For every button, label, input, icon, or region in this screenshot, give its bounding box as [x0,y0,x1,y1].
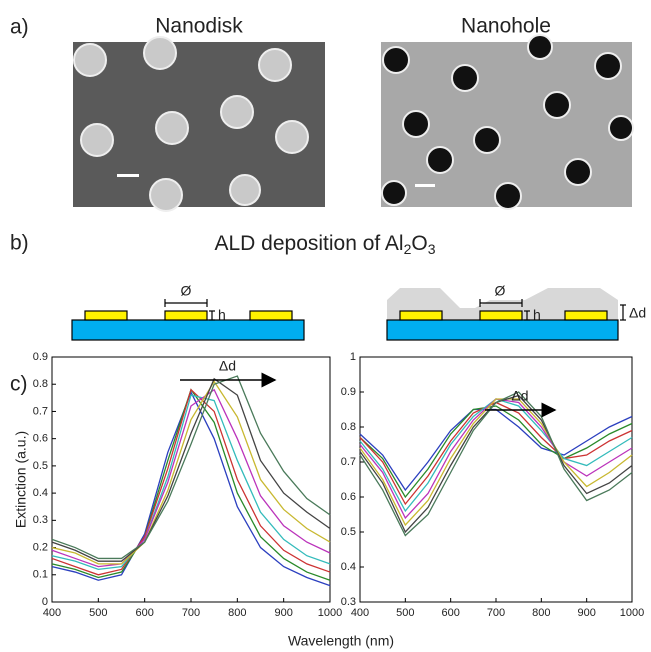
y-tick-label: 0.3 [33,514,48,526]
diameter-label: Ø [495,283,506,299]
series-line [52,376,330,558]
schematic-title: ALD deposition of Al2O3 [214,232,435,257]
series-line [360,392,632,536]
x-axis-label: Wavelength (nm) [288,633,394,649]
plot-frame [360,357,632,602]
schematic-right [387,288,626,340]
schematic-left [72,299,304,340]
x-tick-label: 800 [532,607,550,619]
y-tick-label: 1 [350,351,356,363]
x-tick-label: 400 [351,607,369,619]
series-line [360,399,632,511]
figure: a) Nanodisk Nanohole b) ALD deposition o… [0,0,651,652]
y-axis-label: Extinction (a.u.) [13,431,29,528]
thickness-label: Δd [629,305,646,321]
image-title: Nanodisk [155,15,243,38]
x-tick-label: 400 [43,607,61,619]
x-tick-label: 500 [396,607,414,619]
x-tick-label: 600 [135,607,153,619]
series-line [52,390,330,581]
panel-label: c) [10,373,28,396]
x-tick-label: 700 [182,607,200,619]
sem-nanodisk [73,37,325,211]
y-tick-label: 0.5 [33,460,48,472]
sem-nanohole [381,35,633,209]
y-tick-label: 0.5 [341,526,356,538]
x-tick-label: 800 [228,607,246,619]
y-tick-label: 0.1 [33,569,48,581]
x-tick-label: 1000 [318,607,342,619]
series-line [52,382,330,564]
y-tick-label: 0.9 [33,351,48,363]
series-line [52,390,330,575]
y-tick-label: 0.7 [341,456,356,468]
x-tick-label: 500 [89,607,107,619]
series-line [52,390,330,567]
x-tick-label: 900 [274,607,292,619]
y-tick-label: 0.8 [341,421,356,433]
y-tick-label: 0.7 [33,405,48,417]
x-tick-label: 1000 [620,607,644,619]
y-tick-label: 0.6 [33,433,48,445]
height-label: h [533,307,541,323]
annotation: Δd [219,358,236,374]
x-tick-label: 600 [441,607,459,619]
annotation: Δd [511,388,528,404]
series-line [360,396,632,533]
x-tick-label: 900 [577,607,595,619]
panel-label: b) [10,232,29,255]
y-tick-label: 0.9 [341,386,356,398]
y-tick-label: 0.8 [33,378,48,390]
series-line [360,410,632,491]
panel-label: a) [10,16,29,39]
height-label: h [218,307,226,323]
series-line [360,399,632,518]
y-tick-label: 0.2 [33,541,48,553]
image-title: Nanohole [461,15,551,38]
x-tick-label: 700 [487,607,505,619]
y-tick-label: 0.4 [33,487,48,499]
diameter-label: Ø [181,283,192,299]
y-tick-label: 0.6 [341,491,356,503]
y-tick-label: 0.4 [341,561,356,573]
